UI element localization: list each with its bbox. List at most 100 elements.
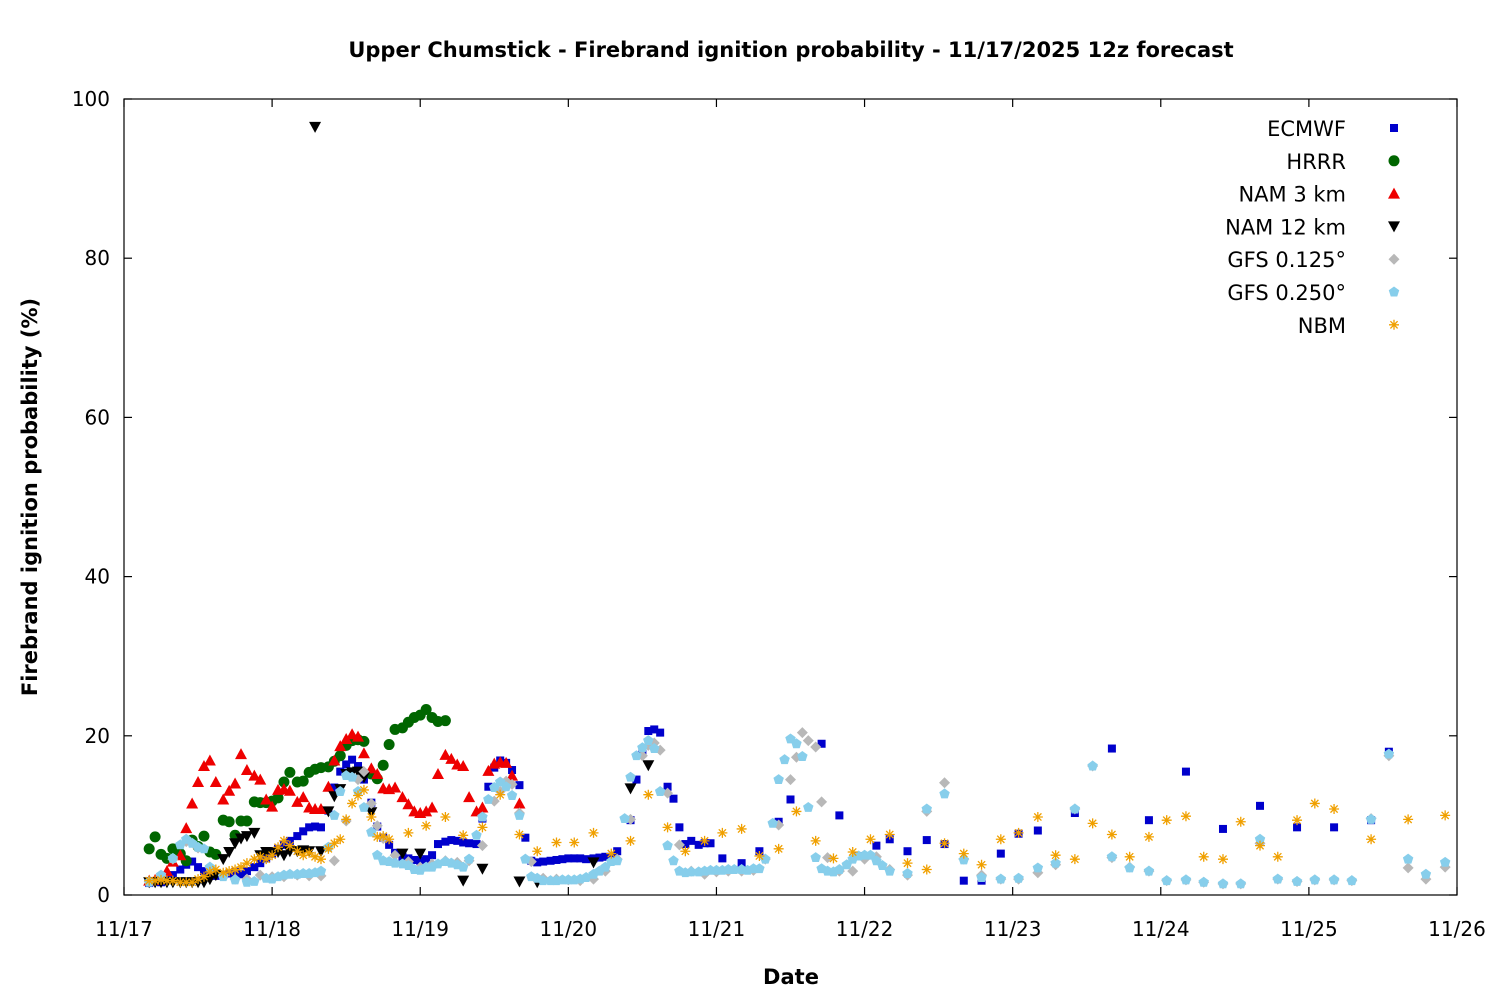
data-point-ecmwf [330, 783, 339, 792]
data-point-nbm [865, 834, 876, 845]
data-point-ecmwf [348, 755, 357, 764]
data-point-gfs-0-250 [1124, 862, 1135, 873]
data-point-hrrr [284, 766, 296, 778]
data-point-nbm [267, 850, 278, 861]
y-tick-label: 60 [85, 405, 110, 429]
data-point-ecmwf [546, 856, 555, 865]
data-point-nam-3-km [463, 791, 476, 803]
data-point-nbm [198, 871, 209, 882]
legend-label-gfs-0-250: GFS 0.250° [1227, 281, 1346, 305]
data-point-nbm [224, 866, 235, 877]
data-point-nam-3-km [426, 801, 439, 813]
data-point-ecmwf [410, 855, 419, 864]
data-point-nbm [284, 840, 295, 851]
data-point-nbm [150, 875, 161, 886]
legend-label-nam-3-km: NAM 3 km [1238, 183, 1346, 207]
data-point-gfs-0-125 [939, 777, 951, 789]
data-point-nam-12-km [240, 831, 253, 843]
data-point-nam-3-km [513, 797, 526, 809]
data-point-gfs-0-125 [371, 820, 383, 832]
data-point-nbm [1292, 815, 1303, 826]
data-point-nam-3-km [431, 768, 444, 780]
data-point-ecmwf [656, 728, 665, 737]
legend-label-gfs-0-125: GFS 0.125° [1227, 248, 1346, 272]
data-point-nam-12-km [322, 806, 335, 818]
data-point-nbm [902, 858, 913, 869]
data-point-ecmwf [558, 855, 567, 864]
data-point-hrrr [149, 831, 161, 843]
data-point-gfs-0-250 [1365, 813, 1377, 824]
data-point-ecmwf [644, 727, 653, 736]
data-point-hrrr [241, 815, 253, 827]
data-point-gfs-0-250 [834, 864, 845, 874]
data-point-nam-3-km [223, 784, 236, 796]
data-point-nbm [995, 834, 1006, 845]
legend-marker-nbm [1389, 319, 1399, 330]
data-point-ecmwf [342, 760, 351, 769]
data-point-ecmwf [354, 762, 363, 771]
data-point-gfs-0-250 [643, 735, 654, 746]
data-point-gfs-0-125 [389, 849, 401, 861]
data-point-nbm [1124, 851, 1135, 862]
data-point-gfs-0-125 [816, 796, 828, 808]
data-point-ecmwf [1218, 824, 1227, 833]
y-tick-label: 80 [85, 246, 110, 270]
data-point-gfs-0-250 [995, 873, 1007, 884]
data-point-nam-3-km [291, 795, 304, 807]
data-point-nbm [884, 829, 895, 840]
data-point-gfs-0-250 [198, 843, 210, 854]
data-point-ecmwf [533, 858, 542, 867]
data-point-ecmwf [242, 867, 251, 876]
data-point-nam-12-km [642, 760, 655, 772]
data-point-nbm [1180, 811, 1191, 822]
data-point-nbm [736, 823, 747, 834]
data-point-gfs-0-125 [785, 774, 796, 786]
data-point-ecmwf [447, 836, 456, 845]
legend-marker-nam-3-km [1388, 187, 1400, 199]
data-point-nam-3-km [186, 797, 199, 809]
data-point-nbm [329, 838, 340, 849]
data-point-ecmwf [570, 854, 579, 863]
data-point-gfs-0-250 [1254, 833, 1266, 844]
data-point-gfs-0-250 [372, 849, 383, 860]
data-point-gfs-0-250 [1272, 873, 1284, 884]
x-tick-label: 11/25 [1280, 917, 1338, 941]
data-point-nbm [366, 811, 377, 822]
data-point-ecmwf [687, 836, 696, 845]
data-point-nbm [514, 829, 525, 840]
data-point-ecmwf [188, 857, 197, 866]
data-point-ecmwf [305, 823, 314, 832]
data-point-nam-3-km [334, 740, 347, 752]
data-point-nam-12-km [223, 847, 236, 859]
data-point-gfs-0-250 [1032, 862, 1044, 873]
data-point-nbm [175, 877, 186, 888]
data-point-nam-3-km [180, 822, 193, 834]
data-point-gfs-0-250 [537, 875, 549, 886]
data-point-nam-3-km [192, 775, 205, 787]
data-point-gfs-0-250 [939, 788, 950, 799]
data-point-ecmwf [199, 867, 208, 876]
data-point-nbm [298, 850, 309, 861]
series-gfs-0-250 [143, 733, 1451, 889]
data-point-gfs-0-250 [865, 849, 876, 860]
data-point-nbm [1069, 854, 1080, 865]
data-point-nam-3-km [209, 775, 222, 787]
data-point-ecmwf [564, 854, 573, 863]
data-point-nam-3-km [240, 764, 253, 776]
data-point-gfs-0-250 [520, 853, 531, 864]
data-point-ecmwf [681, 840, 690, 849]
data-point-gfs-0-250 [241, 876, 253, 887]
data-point-nbm [236, 862, 247, 873]
data-point-gfs-0-250 [1198, 876, 1209, 887]
data-point-nam-12-km [396, 848, 409, 860]
data-point-nam-12-km [513, 876, 526, 888]
data-point-nbm [304, 847, 315, 858]
data-point-nam-12-km [277, 850, 290, 862]
data-point-nbm [1255, 840, 1266, 851]
data-point-nam-3-km [340, 732, 353, 744]
data-point-nbm [372, 831, 383, 842]
data-point-nbm [255, 851, 266, 862]
data-point-ecmwf [465, 839, 474, 848]
data-point-nam-3-km [357, 747, 370, 759]
data-point-gfs-0-250 [728, 864, 740, 874]
